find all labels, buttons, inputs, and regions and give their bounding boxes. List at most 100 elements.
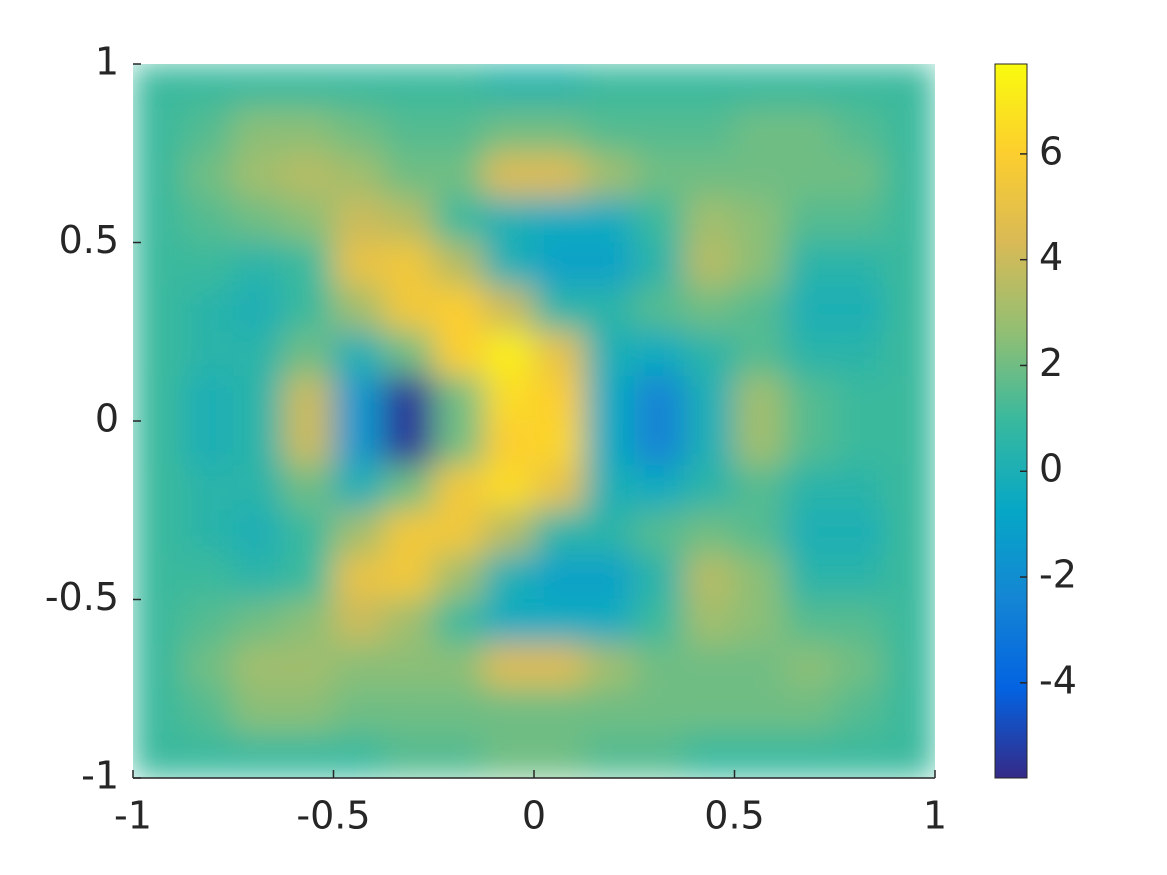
heat-cell bbox=[583, 331, 635, 377]
colorbar-tick-label: -4 bbox=[1039, 658, 1077, 702]
heat-cell bbox=[282, 554, 334, 600]
heat-cell bbox=[333, 108, 385, 154]
heat-cell bbox=[633, 286, 685, 333]
heat-cell bbox=[383, 331, 435, 377]
heat-cell bbox=[884, 643, 935, 690]
heat-cell bbox=[533, 152, 585, 199]
heat-cell bbox=[333, 331, 385, 377]
heat-cell bbox=[784, 688, 836, 734]
heat-cell bbox=[784, 732, 836, 778]
heat-cell bbox=[333, 688, 385, 734]
heat-cell bbox=[734, 64, 786, 110]
heat-cell bbox=[533, 197, 585, 243]
heat-cell bbox=[583, 554, 635, 600]
heat-cell bbox=[483, 64, 535, 110]
heat-cell bbox=[282, 375, 334, 422]
heat-cell bbox=[834, 197, 886, 243]
heat-cell bbox=[683, 152, 735, 199]
heat-cell bbox=[433, 64, 485, 110]
heat-cell bbox=[784, 64, 836, 110]
heat-cell bbox=[784, 420, 836, 467]
heat-cell bbox=[433, 286, 485, 333]
heat-cell bbox=[483, 688, 535, 734]
heat-cell bbox=[433, 197, 485, 243]
heat-cell bbox=[834, 420, 886, 467]
heat-cell bbox=[533, 509, 585, 556]
heat-cell bbox=[133, 599, 184, 645]
heat-cell bbox=[683, 643, 735, 690]
y-tick-label: 1 bbox=[95, 40, 119, 84]
heat-cell bbox=[683, 108, 735, 154]
heat-cell bbox=[333, 509, 385, 556]
heat-cell bbox=[383, 64, 435, 110]
heat-cell bbox=[232, 286, 284, 333]
heat-cell bbox=[383, 554, 435, 600]
heat-cell bbox=[834, 465, 886, 511]
heat-cell bbox=[433, 108, 485, 154]
heat-cell bbox=[834, 242, 886, 288]
heat-cell bbox=[282, 286, 334, 333]
heat-cell bbox=[133, 465, 184, 511]
heat-cell bbox=[282, 599, 334, 645]
heat-cell bbox=[834, 688, 886, 734]
colorbar-tick-label: -2 bbox=[1039, 553, 1077, 597]
heat-cell bbox=[734, 643, 786, 690]
heat-cell bbox=[683, 286, 735, 333]
heat-cell bbox=[734, 732, 786, 778]
heat-cell bbox=[282, 643, 334, 690]
y-tick-label: 0.5 bbox=[59, 218, 119, 262]
heat-cell bbox=[533, 242, 585, 288]
heat-cell bbox=[583, 643, 635, 690]
heat-cell bbox=[383, 732, 435, 778]
heat-cell bbox=[884, 599, 935, 645]
heat-cell bbox=[333, 197, 385, 243]
heat-cell bbox=[232, 197, 284, 243]
heat-cell bbox=[433, 465, 485, 511]
heat-cell bbox=[282, 242, 334, 288]
heat-cell bbox=[734, 197, 786, 243]
heat-cell bbox=[433, 554, 485, 600]
heat-cell bbox=[133, 643, 184, 690]
heat-cell bbox=[133, 732, 184, 778]
heat-cell bbox=[333, 420, 385, 467]
heat-cell bbox=[483, 242, 535, 288]
heat-cell bbox=[683, 688, 735, 734]
heat-cell bbox=[333, 465, 385, 511]
heat-cell bbox=[633, 152, 685, 199]
heat-cell bbox=[784, 375, 836, 422]
heat-cell bbox=[533, 375, 585, 422]
heat-cell bbox=[182, 688, 234, 734]
heat-cell bbox=[133, 688, 184, 734]
heat-cell bbox=[182, 554, 234, 600]
heat-cell bbox=[383, 688, 435, 734]
heat-cell bbox=[633, 732, 685, 778]
heat-cell bbox=[483, 509, 535, 556]
heat-cell bbox=[232, 331, 284, 377]
heat-cell bbox=[483, 643, 535, 690]
heat-cell bbox=[282, 465, 334, 511]
heat-cell bbox=[533, 554, 585, 600]
heat-cell bbox=[282, 688, 334, 734]
heat-cell bbox=[383, 108, 435, 154]
heat-cell bbox=[182, 643, 234, 690]
heat-cell bbox=[232, 732, 284, 778]
heat-cell bbox=[282, 420, 334, 467]
heat-cell bbox=[784, 554, 836, 600]
heat-cell bbox=[133, 242, 184, 288]
heat-cell bbox=[133, 331, 184, 377]
heat-cell bbox=[232, 465, 284, 511]
heat-cell bbox=[734, 375, 786, 422]
heat-cell bbox=[483, 554, 535, 600]
heat-cell bbox=[433, 331, 485, 377]
heat-cell bbox=[884, 420, 935, 467]
heat-cell bbox=[232, 554, 284, 600]
heat-cell bbox=[333, 64, 385, 110]
heat-cell bbox=[683, 420, 735, 467]
heat-cell bbox=[834, 375, 886, 422]
heat-cell bbox=[633, 64, 685, 110]
colorbar-tick-label: 0 bbox=[1039, 447, 1063, 491]
heat-cell bbox=[182, 599, 234, 645]
heat-cell bbox=[533, 643, 585, 690]
heat-cell bbox=[483, 331, 535, 377]
x-tick-label: 1 bbox=[923, 794, 947, 838]
